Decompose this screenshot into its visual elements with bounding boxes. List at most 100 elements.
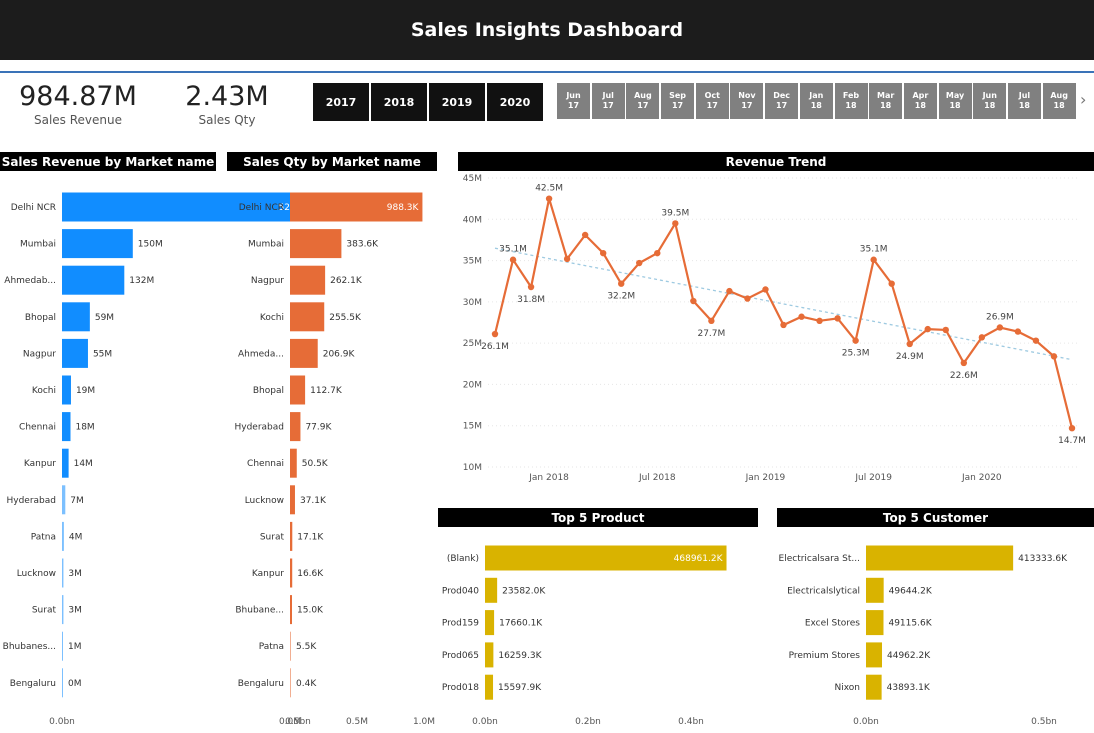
data-label: 18M: [75, 423, 94, 433]
year-button-2017[interactable]: 2017: [313, 83, 369, 121]
data-label: 25.3M: [842, 349, 870, 359]
dashboard-header: Sales Insights Dashboard: [0, 0, 1094, 60]
data-point: [996, 324, 1004, 331]
category-label: Kochi: [260, 313, 284, 323]
bar: [290, 338, 318, 368]
data-point: [1068, 424, 1076, 432]
year-button-2019[interactable]: 2019: [429, 83, 485, 121]
category-label: Prod159: [442, 619, 479, 629]
month-name: Aug: [634, 91, 652, 100]
month-button[interactable]: Jul 17: [591, 83, 625, 119]
data-label: 262.1K: [330, 276, 363, 286]
month-year: 18: [1053, 101, 1065, 110]
chart-title: Top 5 Product: [551, 510, 645, 525]
data-point: [780, 321, 787, 329]
data-point: [1014, 328, 1022, 335]
bar: [485, 610, 495, 636]
month-button[interactable]: Jul 18: [1007, 83, 1041, 119]
category-label: Nixon: [835, 683, 861, 693]
month-button[interactable]: Mar 18: [869, 83, 903, 119]
data-label: 988.3K: [387, 203, 420, 213]
data-label: 3M: [68, 606, 82, 616]
data-label: 15.0K: [297, 606, 324, 616]
month-button[interactable]: Sep 17: [661, 83, 695, 119]
year-button-2018[interactable]: 2018: [371, 83, 427, 121]
year-button-2020[interactable]: 2020: [487, 83, 543, 121]
month-name: Oct: [704, 91, 720, 100]
category-label: Bhopal: [253, 386, 284, 396]
month-button[interactable]: Nov 17: [730, 83, 764, 119]
bar: [290, 412, 301, 442]
bar: [866, 610, 884, 636]
data-point: [690, 297, 697, 305]
category-label: Hyderabad: [7, 496, 57, 506]
category-label: Bengaluru: [10, 679, 56, 689]
month-button[interactable]: Jun 17: [557, 83, 590, 119]
category-label: (Blank): [447, 554, 479, 564]
month-year: 18: [845, 101, 857, 110]
month-button[interactable]: May 18: [938, 83, 972, 119]
x-tick-label: 0.5bn: [1031, 717, 1057, 727]
x-tick-label: Jul 2019: [854, 473, 892, 483]
data-point: [545, 195, 553, 202]
month-name: Jul: [1018, 91, 1031, 100]
month-name: Feb: [842, 91, 860, 100]
data-label: 17.1K: [297, 532, 324, 542]
category-label: Ahmeda...: [238, 349, 284, 359]
month-button[interactable]: Apr 18: [903, 83, 937, 119]
month-button[interactable]: Jun 18: [973, 83, 1007, 119]
kpi-label: Sales Qty: [198, 113, 256, 127]
data-label: 16.6K: [297, 569, 324, 579]
x-tick-label: 0.0bn: [853, 717, 879, 727]
data-label: 0.4K: [296, 679, 317, 689]
category-label: Lucknow: [245, 496, 284, 506]
x-tick-label: 1.0M: [413, 717, 435, 727]
data-point: [906, 340, 913, 348]
month-year: 18: [880, 101, 892, 110]
category-label: Ahmedab...: [4, 276, 56, 286]
month-button[interactable]: Feb 18: [834, 83, 868, 119]
month-year: 17: [706, 101, 718, 110]
data-point: [816, 317, 823, 325]
data-point: [708, 317, 715, 325]
x-tick-label: Jan 2019: [745, 473, 786, 483]
bar: [290, 302, 325, 332]
data-point: [618, 280, 625, 287]
month-button[interactable]: Dec 17: [765, 83, 799, 119]
category-label: Nagpur: [23, 349, 56, 359]
data-point: [834, 315, 841, 322]
category-label: Mumbai: [248, 240, 284, 250]
category-label: Hyderabad: [235, 423, 285, 433]
category-label: Kanpur: [252, 569, 284, 579]
month-button[interactable]: Aug 17: [626, 83, 660, 119]
month-name: Jun: [566, 91, 581, 100]
data-point: [599, 249, 607, 257]
category-label: Excel Stores: [805, 619, 860, 629]
x-tick-label: 0.5M: [346, 717, 368, 727]
y-tick-label: 30M: [463, 298, 482, 308]
data-point: [870, 256, 877, 263]
data-label: 19M: [76, 386, 95, 396]
bar: [290, 265, 326, 295]
data-label: 1M: [68, 642, 82, 652]
chevron-right-icon[interactable]: ›: [1080, 90, 1087, 109]
month-button[interactable]: Aug 18: [1042, 83, 1076, 119]
data-label: 383.6K: [346, 240, 379, 250]
data-label: 14M: [74, 459, 93, 469]
month-name: Sep: [669, 91, 687, 100]
chart-title: Sales Qty by Market name: [243, 154, 421, 169]
data-label: 14.7M: [1058, 436, 1086, 446]
month-button[interactable]: Jan 18: [799, 83, 833, 119]
month-button[interactable]: Oct 17: [695, 83, 729, 119]
month-name: Aug: [1050, 91, 1068, 100]
data-point: [978, 334, 986, 341]
month-year: 18: [810, 101, 822, 110]
category-label: Chennai: [247, 459, 284, 469]
bar: [62, 229, 133, 259]
data-point: [491, 330, 499, 338]
x-tick-label: 0.5bn: [285, 717, 311, 727]
header-divider: [0, 71, 1094, 73]
